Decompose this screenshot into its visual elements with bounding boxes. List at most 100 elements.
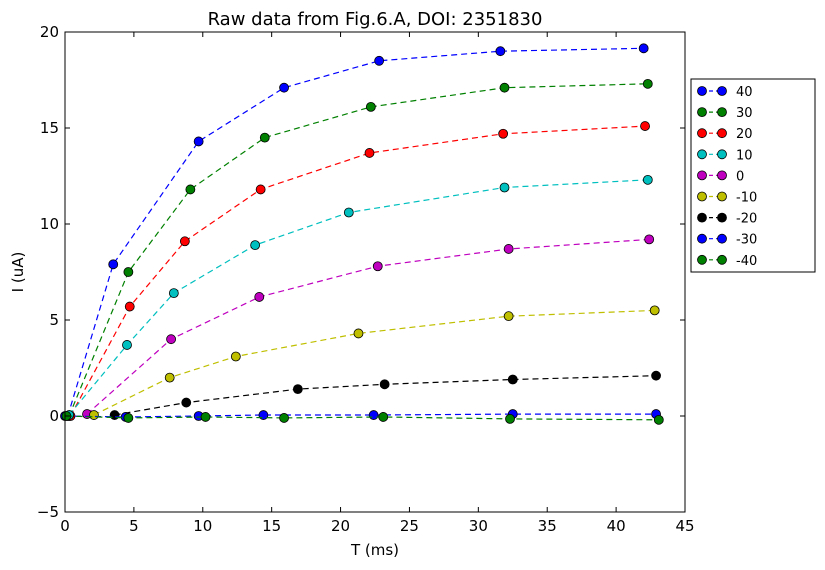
data-point xyxy=(259,132,270,143)
legend-item: -40 xyxy=(697,254,757,269)
legend-item: -10 xyxy=(697,191,757,206)
data-point xyxy=(89,410,99,420)
data-point xyxy=(498,128,509,139)
data-point xyxy=(653,414,664,425)
y-tick-label: 15 xyxy=(40,119,59,137)
data-point xyxy=(638,43,649,54)
legend-marker xyxy=(717,170,727,181)
data-point xyxy=(123,413,134,423)
data-point xyxy=(642,174,653,185)
y-tick-label: 10 xyxy=(40,215,59,233)
x-tick-label: 10 xyxy=(193,517,212,535)
data-point xyxy=(200,412,211,422)
legend-marker xyxy=(697,191,707,202)
chart-title: Raw data from Fig.6.A, DOI: 2351830 xyxy=(208,9,543,30)
x-tick-label: 20 xyxy=(331,517,350,535)
y-tick-label: 5 xyxy=(49,311,59,329)
plot-frame xyxy=(64,31,686,513)
data-point xyxy=(365,101,376,112)
data-point xyxy=(649,305,660,316)
data-point xyxy=(230,351,241,362)
series--10 xyxy=(89,305,660,420)
x-axis-label: T (ms) xyxy=(350,541,399,559)
x-tick-label: 0 xyxy=(60,517,70,535)
legend-marker xyxy=(697,86,707,96)
x-tick-label: 45 xyxy=(675,517,694,535)
data-point xyxy=(499,182,510,193)
data-point xyxy=(503,244,514,254)
data-point xyxy=(179,236,190,247)
legend-marker xyxy=(717,212,727,223)
legend-label: 10 xyxy=(736,148,753,163)
y-tick-label: 0 xyxy=(49,407,59,425)
data-point xyxy=(507,374,518,385)
legend-label: 0 xyxy=(736,169,744,184)
series--40 xyxy=(61,411,664,425)
legend-marker xyxy=(717,107,727,117)
data-point xyxy=(505,413,515,424)
data-point xyxy=(364,148,375,158)
data-point xyxy=(279,413,289,423)
legend-marker xyxy=(697,128,707,139)
data-point xyxy=(374,55,385,66)
data-point xyxy=(651,370,661,381)
data-point xyxy=(122,340,132,350)
x-tick-label: 40 xyxy=(607,517,626,535)
legend-marker xyxy=(717,86,727,96)
data-point xyxy=(368,410,379,420)
data-point xyxy=(644,234,655,245)
data-point xyxy=(124,301,135,312)
x-tick-label: 35 xyxy=(538,517,557,535)
legend-item: -30 xyxy=(697,233,757,248)
data-point xyxy=(250,240,261,251)
y-tick-label: 20 xyxy=(40,23,59,41)
data-point xyxy=(378,412,389,422)
legend-marker xyxy=(697,149,707,160)
series-line xyxy=(93,309,655,416)
legend-label: 40 xyxy=(736,85,753,100)
data-point xyxy=(255,184,266,195)
data-point xyxy=(166,334,176,345)
legend-label: -40 xyxy=(736,254,757,269)
data-point xyxy=(642,78,653,89)
legend-marker xyxy=(717,128,727,139)
data-point xyxy=(123,267,134,277)
legend-marker xyxy=(697,170,707,181)
legend-marker xyxy=(697,233,707,244)
legend-label: 30 xyxy=(736,106,753,121)
legend-marker xyxy=(697,212,707,223)
data-point xyxy=(109,410,120,420)
legend-marker xyxy=(717,149,727,160)
legend-marker xyxy=(717,254,727,265)
legend-item: 30 xyxy=(697,106,753,121)
legend-marker xyxy=(697,254,707,265)
data-point xyxy=(503,311,514,322)
data-point xyxy=(379,379,390,390)
legend-item: 0 xyxy=(697,169,744,184)
data-point xyxy=(181,397,192,408)
data-point xyxy=(640,121,650,131)
series-line xyxy=(86,238,650,415)
legend-marker xyxy=(717,191,727,202)
x-tick-label: 15 xyxy=(262,517,281,535)
data-point xyxy=(185,184,196,195)
legend: 40 30 20 10 0 -10 -20 -30 -40 xyxy=(690,78,816,273)
data-point xyxy=(499,82,510,93)
data-point xyxy=(254,292,265,302)
legend-label: 20 xyxy=(736,127,753,142)
legend-item: -20 xyxy=(697,212,757,227)
x-tick-label: 25 xyxy=(400,517,419,535)
series-line xyxy=(114,375,657,416)
legend-label: -10 xyxy=(736,191,757,206)
legend-marker xyxy=(697,107,707,117)
data-point xyxy=(279,82,289,93)
data-point xyxy=(292,384,303,395)
data-point xyxy=(343,207,354,218)
data-point xyxy=(108,259,119,270)
data-point xyxy=(193,136,204,147)
legend-label: -30 xyxy=(736,233,757,248)
x-tick-label: 30 xyxy=(469,517,488,535)
series-layer xyxy=(60,43,664,425)
series-10 xyxy=(64,174,653,420)
